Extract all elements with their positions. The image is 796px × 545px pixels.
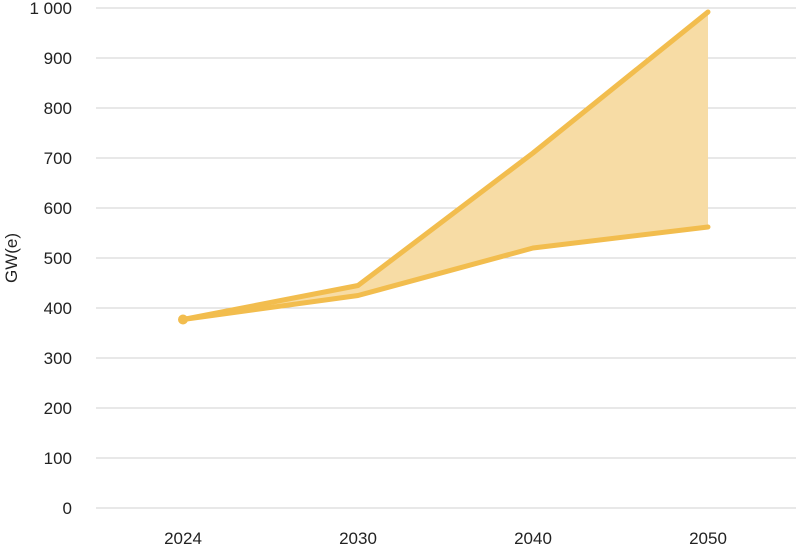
y-tick-label: 700 xyxy=(44,149,72,168)
low-series-line xyxy=(180,224,711,322)
high-series-line xyxy=(180,9,711,322)
x-tick-label: 2040 xyxy=(514,529,552,545)
x-tick-labels: 2024 2030 2040 2050 xyxy=(164,529,727,545)
y-tick-label: 800 xyxy=(44,99,72,118)
y-tick-label: 400 xyxy=(44,299,72,318)
y-tick-label: 0 xyxy=(63,499,72,518)
x-tick-label: 2024 xyxy=(164,529,202,545)
y-axis-label: GW(e) xyxy=(2,233,21,283)
y-tick-label: 200 xyxy=(44,399,72,418)
start-point xyxy=(178,314,188,325)
x-tick-label: 2030 xyxy=(339,529,377,545)
y-tick-labels: 0 100 200 300 400 500 600 700 800 900 1 000 xyxy=(29,0,72,518)
y-tick-label: 600 xyxy=(44,199,72,218)
y-tick-label: 100 xyxy=(44,449,72,468)
y-tick-label: 500 xyxy=(44,249,72,268)
y-tick-label: 300 xyxy=(44,349,72,368)
y-tick-label: 900 xyxy=(44,49,72,68)
y-tick-label: 1 000 xyxy=(29,0,72,18)
x-tick-label: 2050 xyxy=(689,529,727,545)
series-layer xyxy=(178,9,711,325)
